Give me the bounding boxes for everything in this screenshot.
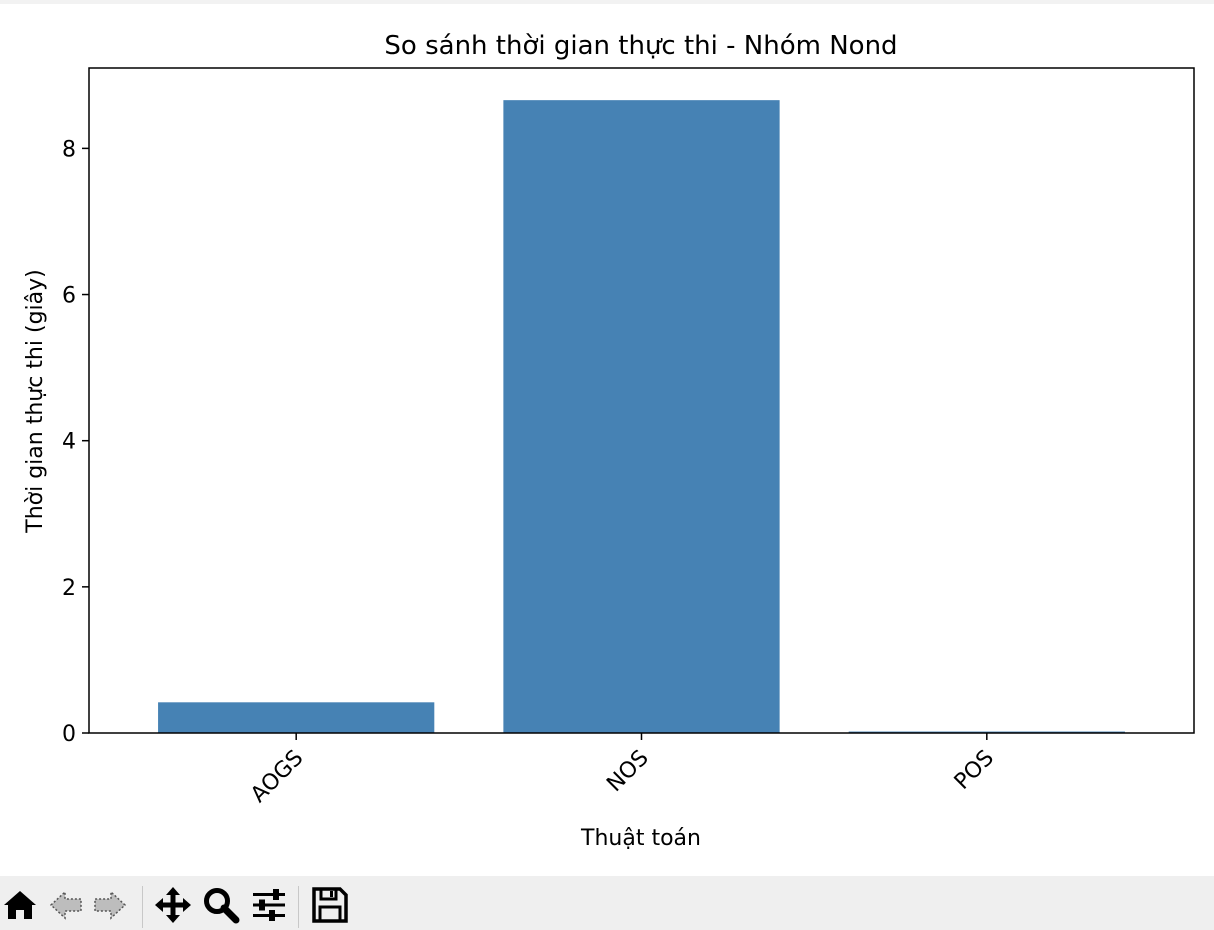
x-axis-label: Thuật toán — [580, 826, 701, 851]
home-button[interactable] — [1, 886, 39, 924]
configure-subplots-icon — [253, 889, 285, 921]
x-tick-label: NOS — [602, 746, 653, 797]
y-axis-ticks: 0 2 4 6 8 — [62, 137, 89, 747]
toolbar-separator — [142, 886, 143, 928]
navigation-toolbar — [0, 876, 1214, 930]
y-tick-label: 4 — [62, 430, 76, 455]
back-button[interactable] — [47, 886, 85, 924]
zoom-button[interactable] — [202, 886, 240, 924]
pan-icon — [155, 887, 191, 923]
window-top-strip — [0, 0, 1214, 4]
y-axis-label: Thời gian thực thi (giây) — [23, 269, 48, 533]
figure-canvas: 0 2 4 6 8 AOGS NOS POS So sánh thời gian thực … — [0, 4, 1214, 876]
x-tick-label: AOGS — [246, 746, 308, 808]
bars-group — [158, 100, 1125, 733]
back-arrow-icon — [49, 890, 82, 920]
configure-subplots-button[interactable] — [250, 886, 288, 924]
save-button[interactable] — [311, 886, 349, 924]
chart-title: So sánh thời gian thực thi - Nhóm Nond — [384, 31, 897, 61]
y-tick-label: 0 — [62, 722, 76, 747]
zoom-icon — [204, 888, 240, 924]
bar-nos — [503, 100, 780, 733]
forward-button[interactable] — [91, 886, 129, 924]
y-tick-label: 8 — [62, 137, 76, 162]
save-icon — [312, 887, 348, 923]
y-tick-label: 2 — [62, 576, 76, 601]
toolbar-separator — [298, 886, 299, 928]
x-tick-label: POS — [950, 746, 999, 795]
forward-arrow-icon — [94, 890, 127, 920]
x-axis-ticks: AOGS NOS POS — [246, 733, 999, 808]
y-tick-label: 6 — [62, 284, 76, 309]
home-icon — [4, 891, 36, 919]
pan-button[interactable] — [154, 886, 192, 924]
bar-aogs — [158, 702, 435, 733]
bar-chart: 0 2 4 6 8 AOGS NOS POS So sánh thời gian thực … — [23, 31, 1195, 851]
